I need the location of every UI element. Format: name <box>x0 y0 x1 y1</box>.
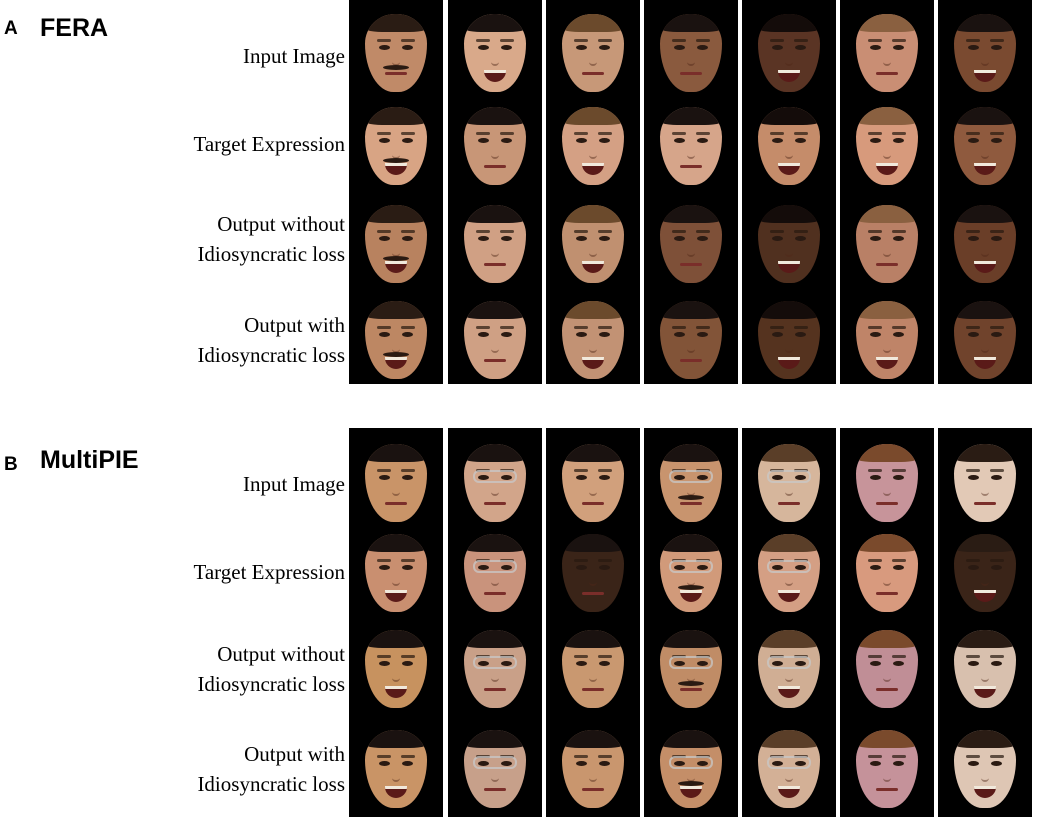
face-photo <box>562 730 624 808</box>
face-photo <box>464 14 526 92</box>
face-photo <box>365 301 427 379</box>
face-photo <box>562 444 624 522</box>
face-photo <box>464 630 526 708</box>
face-photo <box>954 14 1016 92</box>
face-column-4 <box>644 0 738 384</box>
row-label-target-expression: Target Expression <box>193 132 345 156</box>
row-label-target-expression: Target Expression <box>193 560 345 584</box>
face-column-6 <box>840 428 934 817</box>
row-label-output-with: Output with Idiosyncratic loss <box>197 313 345 367</box>
face-photo <box>954 630 1016 708</box>
row-label-input-image: Input Image <box>242 472 345 496</box>
panel-letter-a: A <box>4 18 18 39</box>
face-column-1 <box>349 428 443 817</box>
face-photo <box>365 730 427 808</box>
face-photo <box>660 630 722 708</box>
face-photo <box>365 630 427 708</box>
face-column-5 <box>742 0 836 384</box>
face-photo <box>856 630 918 708</box>
face-photo <box>464 730 526 808</box>
panel-title-fera: FERA <box>40 14 109 42</box>
row-label-output-without: Output without Idiosyncratic loss <box>197 642 345 696</box>
face-column-2 <box>448 428 542 817</box>
face-photo <box>365 107 427 185</box>
face-photo <box>464 107 526 185</box>
face-photo <box>758 205 820 283</box>
panel-multipie: B MultiPIE Input Image Target Expression… <box>0 428 1045 819</box>
face-photo <box>758 630 820 708</box>
face-photo <box>856 730 918 808</box>
face-photo <box>660 301 722 379</box>
face-column-5 <box>742 428 836 817</box>
face-photo <box>856 205 918 283</box>
face-column-3 <box>546 0 640 384</box>
face-photo <box>660 205 722 283</box>
face-photo <box>954 301 1016 379</box>
face-column-2 <box>448 0 542 384</box>
face-photo <box>856 534 918 612</box>
face-photo <box>758 730 820 808</box>
face-photo <box>856 301 918 379</box>
face-photo <box>660 444 722 522</box>
face-photo <box>856 14 918 92</box>
face-photo <box>464 301 526 379</box>
face-photo <box>954 205 1016 283</box>
face-photo <box>660 14 722 92</box>
face-photo <box>758 444 820 522</box>
face-photo <box>464 205 526 283</box>
face-photo <box>660 107 722 185</box>
face-photo <box>464 444 526 522</box>
face-photo <box>758 14 820 92</box>
face-photo <box>365 534 427 612</box>
face-photo <box>365 444 427 522</box>
face-photo <box>856 107 918 185</box>
panel-title-multipie: MultiPIE <box>40 446 139 474</box>
face-photo <box>856 444 918 522</box>
face-photo <box>562 205 624 283</box>
face-column-3 <box>546 428 640 817</box>
face-photo <box>954 534 1016 612</box>
face-photo <box>758 107 820 185</box>
face-photo <box>954 107 1016 185</box>
face-photo <box>954 444 1016 522</box>
row-label-input-image: Input Image <box>242 44 345 68</box>
row-label-output-without: Output without Idiosyncratic loss <box>197 212 345 266</box>
face-column-4 <box>644 428 738 817</box>
face-column-7 <box>938 0 1032 384</box>
face-column-7 <box>938 428 1032 817</box>
face-photo <box>660 534 722 612</box>
face-photo <box>562 534 624 612</box>
face-column-6 <box>840 0 934 384</box>
face-photo <box>758 301 820 379</box>
face-photo <box>365 14 427 92</box>
face-photo <box>954 730 1016 808</box>
face-photo <box>562 107 624 185</box>
face-photo <box>758 534 820 612</box>
face-photo <box>562 301 624 379</box>
panel-fera: A FERA Input Image Target Expression Out… <box>0 0 1045 390</box>
face-column-1 <box>349 0 443 384</box>
row-label-output-with: Output with Idiosyncratic loss <box>197 742 345 796</box>
face-photo <box>562 14 624 92</box>
face-photo <box>660 730 722 808</box>
face-photo <box>365 205 427 283</box>
face-photo <box>464 534 526 612</box>
face-photo <box>562 630 624 708</box>
panel-letter-b: B <box>4 454 18 475</box>
